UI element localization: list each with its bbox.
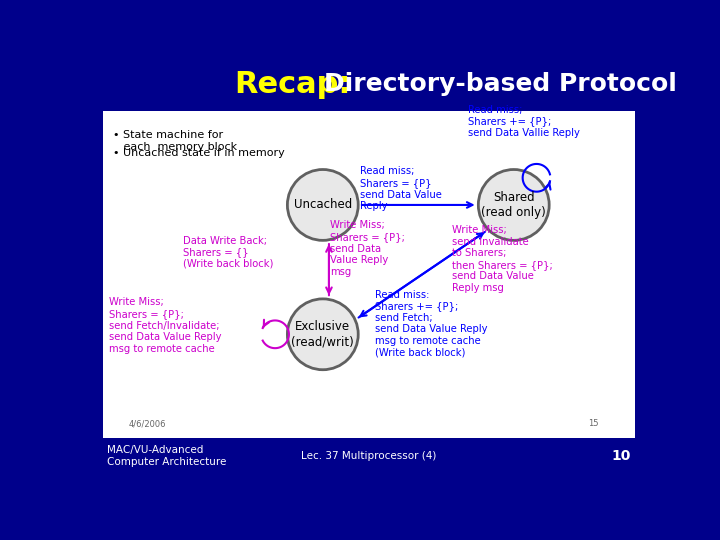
- Text: Write Miss;
Sharers = {P};
send Data
Value Reply
msg: Write Miss; Sharers = {P}; send Data Val…: [330, 220, 405, 276]
- Text: Data Write Back;
Sharers = {}
(Write back block): Data Write Back; Sharers = {} (Write bac…: [183, 236, 273, 269]
- Text: Directory-based Protocol: Directory-based Protocol: [324, 72, 678, 96]
- Text: 4/6/2006: 4/6/2006: [129, 419, 166, 428]
- Text: Read miss;
Sharers += {P};
send Data Vallie Reply: Read miss; Sharers += {P}; send Data Val…: [467, 105, 580, 138]
- Text: Write Miss;
Sharers = {P};
send Fetch/Invalidate;
send Data Value Reply
msg to r: Write Miss; Sharers = {P}; send Fetch/In…: [109, 298, 221, 354]
- FancyBboxPatch shape: [104, 111, 634, 438]
- Text: Write Miss;
send Invalidate
to Sharers;
then Sharers = {P};
send Data Value
Repl: Write Miss; send Invalidate to Sharers; …: [452, 225, 553, 293]
- Text: Lec. 37 Multiprocessor (4): Lec. 37 Multiprocessor (4): [301, 451, 437, 461]
- Circle shape: [478, 170, 549, 240]
- Text: • Uncached state if in memory: • Uncached state if in memory: [113, 148, 285, 158]
- Text: • State machine for
   each  memory block: • State machine for each memory block: [113, 130, 238, 152]
- Text: MAC/VU-Advanced
Computer Architecture: MAC/VU-Advanced Computer Architecture: [107, 445, 227, 467]
- Text: Recap:: Recap:: [234, 70, 351, 98]
- Text: Read miss;
Sharers = {P}
send Data Value
Reply: Read miss; Sharers = {P} send Data Value…: [360, 166, 441, 211]
- Circle shape: [287, 299, 359, 370]
- Text: 15: 15: [588, 419, 598, 428]
- Text: Shared
(read only): Shared (read only): [482, 191, 546, 219]
- Text: Exclusive
(read/writ): Exclusive (read/writ): [292, 320, 354, 348]
- Text: Uncached: Uncached: [294, 198, 352, 212]
- Text: Read miss:
Sharers += {P};
send Fetch;
send Data Value Reply
msg to remote cache: Read miss: Sharers += {P}; send Fetch; s…: [375, 289, 487, 357]
- Text: 10: 10: [611, 449, 631, 463]
- Circle shape: [287, 170, 359, 240]
